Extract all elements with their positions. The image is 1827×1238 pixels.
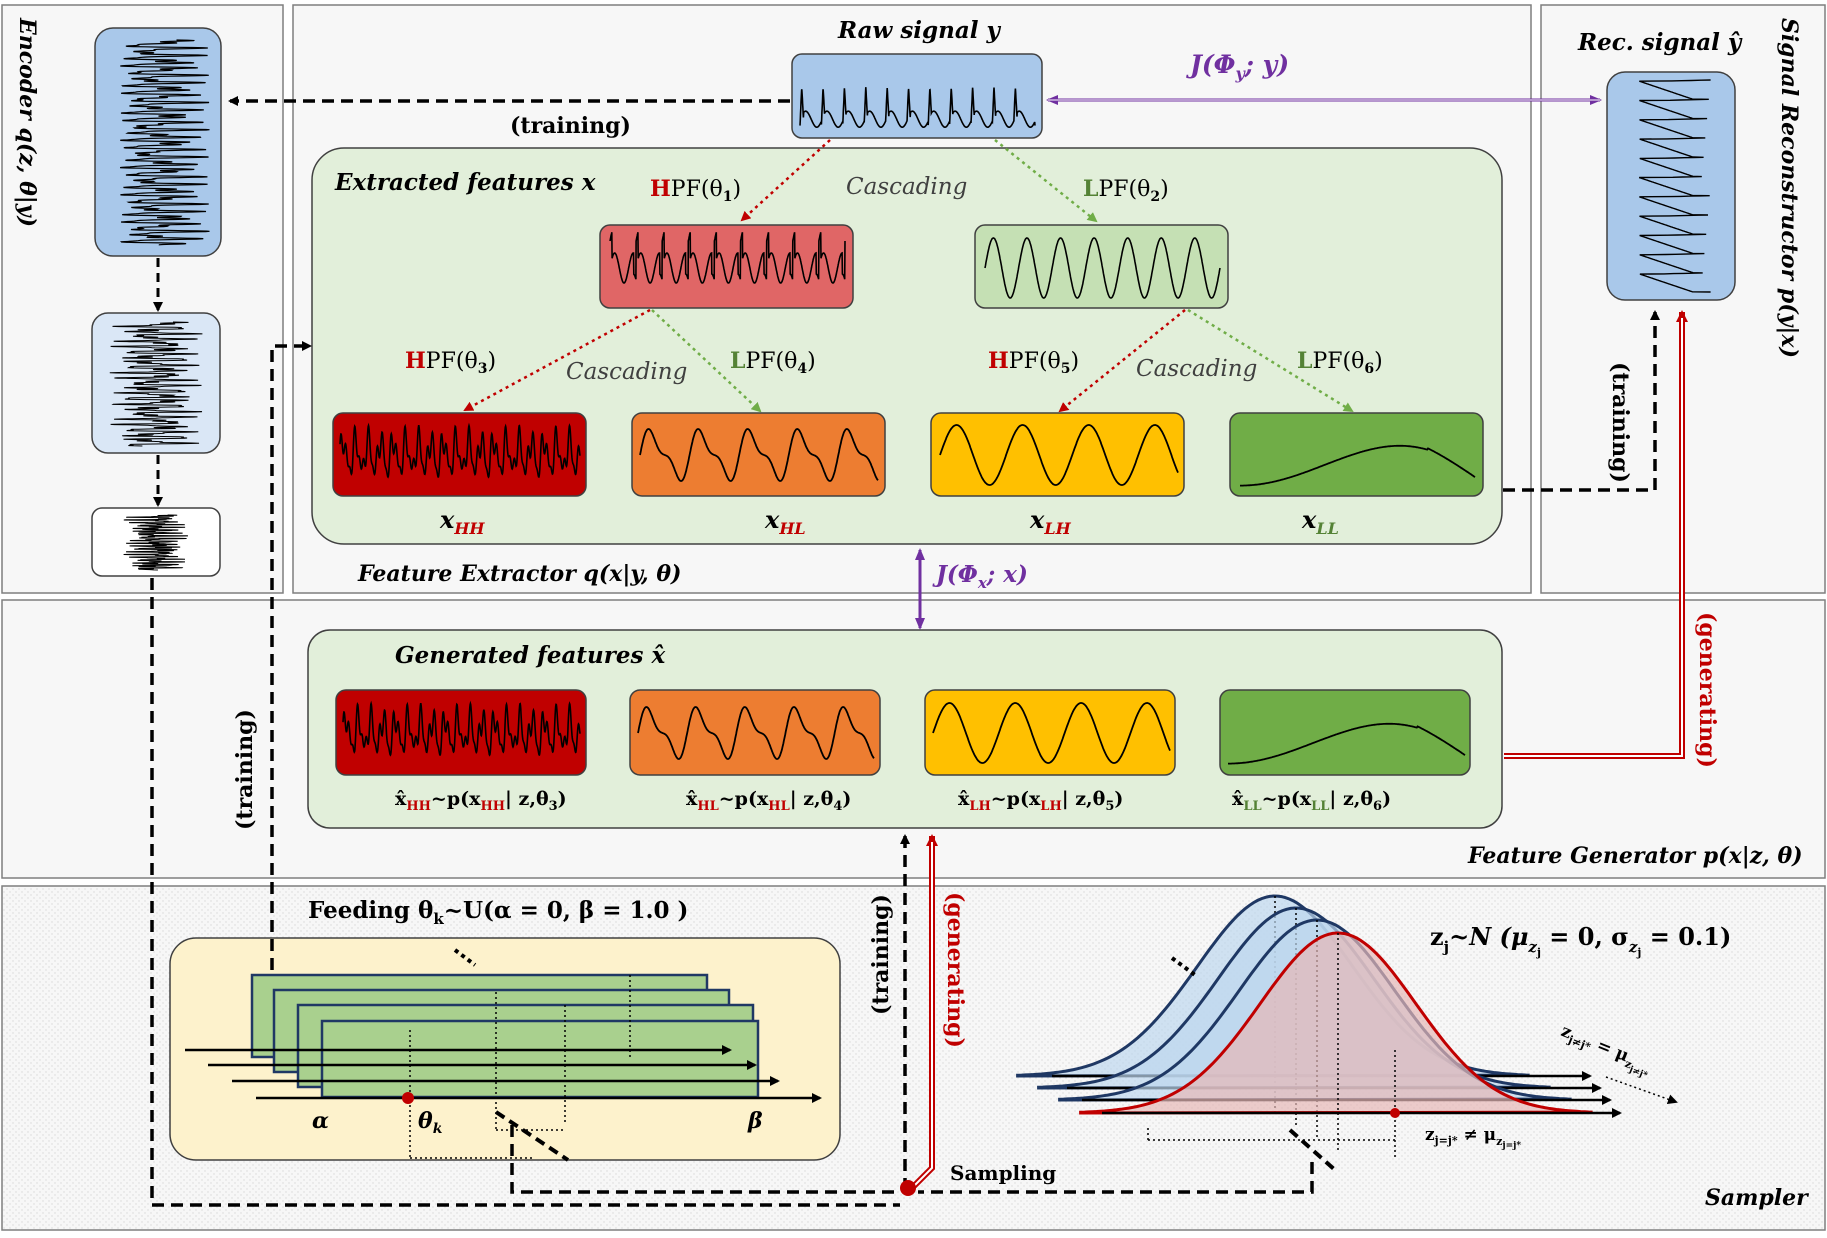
reconstructor-label: Signal Reconstructor p(y|x) (1776, 18, 1802, 358)
feeding-label: Feeding θk~U(α = 0, β = 1.0 ) (308, 897, 688, 928)
training-arrow-feeding-to-extractor (270, 341, 312, 970)
gen-xll-box (1219, 689, 1471, 776)
xlh-wave (939, 424, 1179, 486)
encoder-signal-3 (123, 514, 189, 571)
gen-xlh-wave (932, 702, 1171, 764)
training-arrow-encoder-to-sampling (150, 578, 900, 1207)
j-phi-x-label: J(Φx; x) (932, 561, 1028, 592)
generated-features-title: Generated features x̂ (395, 642, 665, 669)
encoder-signal-1 (120, 39, 210, 246)
filter-hpf1: HPF(θ1) (650, 176, 741, 205)
uniform-layer-4 (320, 1019, 760, 1099)
encoder-stage-1 (94, 27, 222, 257)
xlh-box (930, 412, 1185, 497)
xhh-wave (339, 422, 581, 479)
training-label-top: (training) (510, 113, 631, 139)
training-arrow-to-reconstructor (1503, 310, 1660, 492)
gaussian-stack (1016, 894, 1622, 1172)
rec-signal-box (1606, 71, 1736, 301)
sampler-label: Sampler (1705, 1185, 1809, 1211)
filter-lpf2: LPF(θ2) (1083, 176, 1169, 205)
gen-xhh-wave (342, 700, 581, 757)
encoder-signal-2 (109, 321, 203, 447)
beta-label: β (747, 1108, 763, 1134)
hpf1-output-wave (609, 232, 846, 284)
gaussian-sample-point (1390, 1108, 1400, 1118)
label-xhh: xHH (439, 505, 485, 538)
gen-xlh-box (924, 689, 1176, 776)
arrow-raw-to-lpf2 (994, 139, 1098, 223)
generating-label-right: (generating) (1694, 612, 1720, 768)
sampling-label: Sampling (950, 1161, 1056, 1185)
encoder-stage-2 (91, 312, 221, 454)
sampler-dash-z (918, 1162, 1314, 1194)
arrow-to-xhh (463, 308, 651, 412)
sampler-dash-theta (510, 1125, 900, 1194)
cascading-label-2: Cascading (566, 359, 687, 385)
encoder-stage-3 (91, 507, 221, 577)
extractor-label: Feature Extractor q(x|y, θ) (357, 561, 681, 587)
rec-signal-title: Rec. signal ŷ (1577, 29, 1743, 56)
arrow-to-xlh (1058, 309, 1186, 413)
generated-features-box (307, 629, 1503, 829)
gaussian-dash-out (1288, 1128, 1337, 1172)
raw-signal-title: Raw signal y (837, 17, 1001, 44)
z-equal-arrow (1605, 1076, 1678, 1105)
label-xll: xLL (1301, 505, 1339, 538)
generating-label-middle: (generating) (942, 892, 968, 1048)
extracted-features-title: Extracted features x (334, 169, 596, 196)
gen-xll-wave (1228, 722, 1466, 765)
training-label-reconstructor: (training) (1607, 362, 1633, 483)
hpf1-output-box (599, 224, 854, 309)
xll-wave (1240, 444, 1476, 487)
label-xlh: xLH (1029, 505, 1072, 538)
gen-xhh-box (335, 689, 587, 776)
gen-xhl-box (629, 689, 881, 776)
uniform-stack (185, 948, 822, 1162)
cascading-label-1: Cascading (846, 174, 967, 200)
lpf2-output-wave (984, 237, 1221, 299)
z-distribution-label: zj~N (μzj = 0, σzj = 0.1) (1430, 922, 1731, 959)
j-phi-y-label: J(Φy; y) (1186, 50, 1289, 83)
filter-hpf5: HPF(θ5) (988, 348, 1079, 377)
lpf2-output-box (974, 224, 1229, 309)
filter-hpf3: HPF(θ3) (405, 348, 496, 377)
training-label-middle: (training) (868, 894, 894, 1015)
gen-formula-hh: x̂HH~p(xHH| z,θ3) (395, 788, 567, 814)
encoder-label: Encoder q(z, θ|y) (14, 17, 40, 227)
gen-formula-lh: x̂LH~p(xLH| z,θ5) (958, 788, 1123, 814)
alpha-label: α (312, 1108, 329, 1134)
gen-xhl-wave (637, 706, 875, 760)
arrow-raw-to-hpf1 (740, 139, 831, 222)
gen-formula-ll: x̂LL~p(xLL| z,θ6) (1232, 788, 1391, 814)
label-xhl: xHL (764, 505, 806, 538)
sampling-node (900, 1180, 916, 1196)
xhh-box (332, 412, 587, 497)
raw-signal-wave (799, 87, 1036, 128)
cascading-label-3: Cascading (1136, 356, 1257, 382)
filter-lpf6: LPF(θ6) (1297, 348, 1383, 377)
theta-k-label: θk (418, 1108, 443, 1137)
training-label-left: (training) (232, 709, 258, 830)
filter-lpf4: LPF(θ4) (730, 348, 816, 377)
z-notequal-label: zj=j* ≠ μzj=j* (1425, 1125, 1521, 1151)
xll-box (1229, 412, 1484, 497)
generator-label: Feature Generator p(x|z, θ) (1467, 843, 1803, 869)
raw-signal-box (791, 53, 1043, 139)
xhl-wave (639, 428, 879, 482)
gen-formula-hl: x̂HL~p(xHL| z,θ4) (686, 788, 851, 814)
rec-signal-wave (1638, 79, 1711, 293)
gaussian-curve-4 (1079, 931, 1593, 1115)
xhl-box (631, 412, 886, 497)
